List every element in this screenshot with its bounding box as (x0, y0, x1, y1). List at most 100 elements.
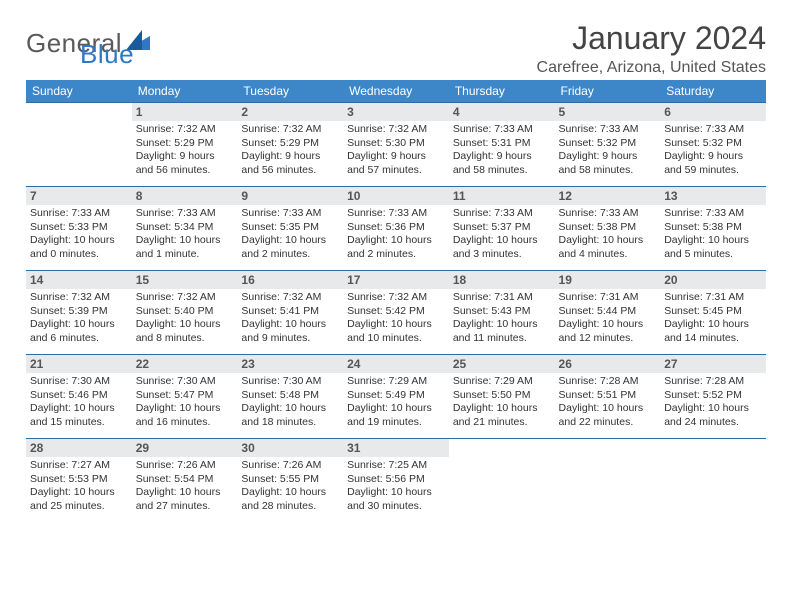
day-info-line: Sunset: 5:50 PM (453, 389, 551, 403)
day-info-line: Sunset: 5:51 PM (559, 389, 657, 403)
day-info-line: Sunset: 5:34 PM (136, 221, 234, 235)
day-info-line: and 10 minutes. (347, 332, 445, 346)
day-info-line: and 57 minutes. (347, 164, 445, 178)
day-info: Sunrise: 7:28 AMSunset: 5:52 PMDaylight:… (664, 375, 762, 430)
day-number: 25 (449, 355, 555, 373)
day-info: Sunrise: 7:33 AMSunset: 5:36 PMDaylight:… (347, 207, 445, 262)
day-info-line: Daylight: 10 hours (347, 318, 445, 332)
day-info-line: Sunset: 5:35 PM (241, 221, 339, 235)
day-number: 26 (555, 355, 661, 373)
day-cell: 28 Sunrise: 7:27 AMSunset: 5:53 PMDayligh… (26, 439, 132, 523)
week-row: 1Sunrise: 7:32 AMSunset: 5:29 PMDaylight… (26, 103, 766, 187)
day-info: Sunrise: 7:31 AMSunset: 5:43 PMDaylight:… (453, 291, 551, 346)
day-number: 30 (237, 439, 343, 457)
day-info-line: and 58 minutes. (559, 164, 657, 178)
day-info: Sunrise: 7:27 AMSunset: 5:53 PMDaylight:… (30, 459, 128, 514)
day-info-line: Daylight: 10 hours (347, 402, 445, 416)
day-cell: 29Sunrise: 7:26 AMSunset: 5:54 PMDayligh… (132, 439, 238, 523)
day-info: Sunrise: 7:29 AMSunset: 5:49 PMDaylight:… (347, 375, 445, 430)
day-info-line: Sunset: 5:42 PM (347, 305, 445, 319)
day-info-line: and 30 minutes. (347, 500, 445, 514)
day-info-line: Daylight: 10 hours (664, 234, 762, 248)
day-info-line: and 27 minutes. (136, 500, 234, 514)
day-number: 11 (449, 187, 555, 205)
day-info-line: Sunrise: 7:29 AM (347, 375, 445, 389)
day-info-line: and 2 minutes. (241, 248, 339, 262)
day-info: Sunrise: 7:30 AMSunset: 5:48 PMDaylight:… (241, 375, 339, 430)
day-info-line: Sunrise: 7:31 AM (559, 291, 657, 305)
day-info-line: Sunset: 5:47 PM (136, 389, 234, 403)
week-row: 21Sunrise: 7:30 AMSunset: 5:46 PMDayligh… (26, 355, 766, 439)
weekday-header: Sunday (26, 80, 132, 103)
day-info-line: Sunrise: 7:26 AM (241, 459, 339, 473)
day-cell: 7Sunrise: 7:33 AMSunset: 5:33 PMDaylight… (26, 187, 132, 271)
day-info: Sunrise: 7:32 AMSunset: 5:40 PMDaylight:… (136, 291, 234, 346)
day-info-line: Daylight: 10 hours (30, 402, 128, 416)
day-info-line: Sunset: 5:37 PM (453, 221, 551, 235)
day-cell: 21Sunrise: 7:30 AMSunset: 5:46 PMDayligh… (26, 355, 132, 439)
day-info-line: Daylight: 9 hours (136, 150, 234, 164)
day-info-line: Sunset: 5:49 PM (347, 389, 445, 403)
day-info: Sunrise: 7:31 AMSunset: 5:44 PMDaylight:… (559, 291, 657, 346)
day-info-line: and 3 minutes. (453, 248, 551, 262)
day-info-line: Sunrise: 7:31 AM (664, 291, 762, 305)
day-info-line: Sunrise: 7:33 AM (30, 207, 128, 221)
day-cell: 13Sunrise: 7:33 AMSunset: 5:38 PMDayligh… (660, 187, 766, 271)
day-cell: 17Sunrise: 7:32 AMSunset: 5:42 PMDayligh… (343, 271, 449, 355)
day-info: Sunrise: 7:32 AMSunset: 5:30 PMDaylight:… (347, 123, 445, 178)
day-info-line: Sunset: 5:53 PM (30, 473, 128, 487)
day-info-line: Sunset: 5:36 PM (347, 221, 445, 235)
day-number: 28 (26, 439, 132, 457)
day-number: 17 (343, 271, 449, 289)
day-info-line: Daylight: 10 hours (30, 234, 128, 248)
day-info-line: Sunset: 5:55 PM (241, 473, 339, 487)
day-info-line: Sunrise: 7:26 AM (136, 459, 234, 473)
day-number: 5 (555, 103, 661, 121)
day-info-line: Daylight: 9 hours (664, 150, 762, 164)
weekday-header: Friday (555, 80, 661, 103)
day-info: Sunrise: 7:32 AMSunset: 5:39 PMDaylight:… (30, 291, 128, 346)
day-info-line: Sunrise: 7:33 AM (453, 207, 551, 221)
day-cell: 20Sunrise: 7:31 AMSunset: 5:45 PMDayligh… (660, 271, 766, 355)
day-info-line: Daylight: 10 hours (136, 402, 234, 416)
day-info-line: Daylight: 10 hours (347, 234, 445, 248)
day-info-line: and 2 minutes. (347, 248, 445, 262)
day-info-line: Daylight: 10 hours (559, 234, 657, 248)
day-info-line: Daylight: 10 hours (241, 402, 339, 416)
day-cell: 11 Sunrise: 7:33 AMSunset: 5:37 PMDayligh… (449, 187, 555, 271)
day-info-line: Daylight: 10 hours (664, 402, 762, 416)
day-info-line: Sunrise: 7:29 AM (453, 375, 551, 389)
day-cell: 23Sunrise: 7:30 AMSunset: 5:48 PMDayligh… (237, 355, 343, 439)
day-info-line: Sunset: 5:54 PM (136, 473, 234, 487)
day-info-line: and 28 minutes. (241, 500, 339, 514)
day-info: Sunrise: 7:33 AMSunset: 5:37 PMDaylight:… (453, 207, 551, 262)
day-info-line: and 59 minutes. (664, 164, 762, 178)
month-title: January 2024 (537, 20, 766, 57)
day-info-line: Sunrise: 7:33 AM (136, 207, 234, 221)
day-info-line: Sunrise: 7:32 AM (30, 291, 128, 305)
day-cell: 31Sunrise: 7:25 AMSunset: 5:56 PMDayligh… (343, 439, 449, 523)
day-info-line: Sunset: 5:32 PM (664, 137, 762, 151)
day-cell: 8Sunrise: 7:33 AMSunset: 5:34 PMDaylight… (132, 187, 238, 271)
day-info-line: Sunrise: 7:33 AM (241, 207, 339, 221)
day-info-line: Sunset: 5:45 PM (664, 305, 762, 319)
day-number: 22 (132, 355, 238, 373)
day-number: 24 (343, 355, 449, 373)
day-cell: 16Sunrise: 7:32 AMSunset: 5:41 PMDayligh… (237, 271, 343, 355)
logo-blue: Blue (80, 39, 134, 69)
day-info-line: Sunrise: 7:30 AM (30, 375, 128, 389)
day-info-line: Daylight: 10 hours (30, 486, 128, 500)
day-cell (555, 439, 661, 523)
day-number: 29 (132, 439, 238, 457)
day-info-line: and 11 minutes. (453, 332, 551, 346)
day-number: 21 (26, 355, 132, 373)
day-info-line: Daylight: 10 hours (241, 234, 339, 248)
day-info-line: Sunrise: 7:32 AM (136, 291, 234, 305)
day-info-line: and 56 minutes. (136, 164, 234, 178)
day-cell: 18Sunrise: 7:31 AMSunset: 5:43 PMDayligh… (449, 271, 555, 355)
day-info-line: Daylight: 10 hours (664, 318, 762, 332)
day-number: 7 (26, 187, 132, 205)
day-info-line: Sunset: 5:32 PM (559, 137, 657, 151)
day-info: Sunrise: 7:33 AMSunset: 5:31 PMDaylight:… (453, 123, 551, 178)
day-info-line: and 14 minutes. (664, 332, 762, 346)
